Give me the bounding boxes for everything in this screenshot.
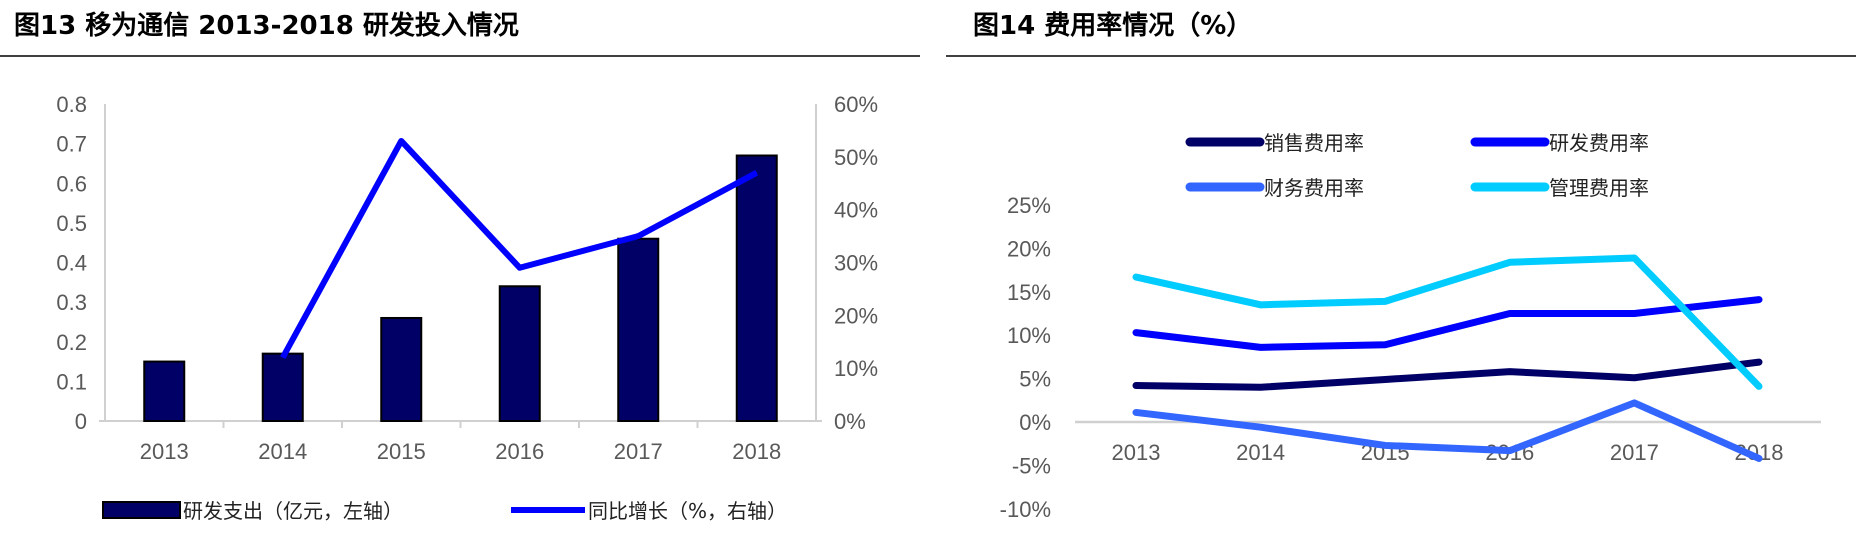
y-tick-label: 25% — [1007, 193, 1051, 218]
chart-title-right: 图14 费用率情况（%） — [973, 10, 1252, 41]
legend-label: 管理费用率 — [1549, 176, 1649, 200]
x-tick-label: 2014 — [1236, 440, 1285, 465]
left-y-tick-label: 0.6 — [56, 171, 87, 196]
legend-label-bar: 研发支出（亿元，左轴） — [183, 499, 403, 523]
right-y-tick-label: 50% — [834, 145, 878, 170]
right-y-tick-label: 30% — [834, 251, 878, 276]
x-tick-label: 2013 — [1112, 440, 1161, 465]
bar — [498, 285, 541, 422]
left-y-tick-label: 0.3 — [56, 290, 87, 315]
legend-label: 财务费用率 — [1264, 176, 1364, 200]
x-tick-label: 2018 — [732, 439, 781, 464]
legend-label-line: 同比增长（%，右轴） — [588, 499, 787, 523]
bar — [261, 352, 304, 423]
series-line — [1132, 358, 1763, 391]
y-tick-label: -10% — [1000, 497, 1051, 522]
bar — [735, 154, 778, 422]
series-line — [1132, 296, 1763, 351]
series-line — [1132, 399, 1763, 462]
y-tick-label: 15% — [1007, 280, 1051, 305]
rd-chart: 0 0.1 0.2 0.3 0.4 0.5 0.6 0.7 0.8 0% 10% 20% 30% 40% 5… — [56, 92, 878, 523]
y-tick-label: 0% — [1019, 410, 1051, 435]
x-tick-label: 2014 — [258, 439, 307, 464]
right-y-tick-label: 20% — [834, 303, 878, 328]
right-y-tick-label: 60% — [834, 92, 878, 117]
left-y-tick-label: 0.4 — [56, 251, 87, 276]
expense-ratio-chart: -10%-5%0%5%10%15%20%25%2013 2014 2015 2016 2… — [1000, 131, 1821, 522]
series-line — [1132, 254, 1763, 390]
left-y-tick-label: 0.2 — [56, 330, 87, 355]
y-tick-label: 10% — [1007, 323, 1051, 348]
x-tick-label: 2017 — [1610, 440, 1659, 465]
right-y-tick-label: 40% — [834, 198, 878, 223]
x-tick-label: 2016 — [495, 439, 544, 464]
left-y-tick-label: 0.7 — [56, 132, 87, 157]
x-tick-label: 2017 — [614, 439, 663, 464]
bar — [617, 237, 660, 422]
left-y-tick-label: 0.8 — [56, 92, 87, 117]
x-tick-label: 2015 — [377, 439, 426, 464]
chart-title-left: 图13 移为通信 2013-2018 研发投入情况 — [14, 10, 519, 41]
right-y-tick-label: 0% — [834, 409, 866, 434]
left-y-tick-label: 0.1 — [56, 369, 87, 394]
legend-swatch-bar — [102, 501, 181, 519]
bar — [143, 360, 186, 422]
x-tick-label: 2013 — [140, 439, 189, 464]
bar — [380, 316, 423, 423]
legend-label: 研发费用率 — [1549, 131, 1649, 155]
legend-label: 销售费用率 — [1264, 131, 1364, 155]
left-y-tick-label: 0 — [75, 409, 87, 434]
right-y-tick-label: 10% — [834, 356, 878, 381]
y-tick-label: 5% — [1019, 367, 1051, 392]
y-tick-label: 20% — [1007, 236, 1051, 261]
left-y-tick-label: 0.5 — [56, 211, 87, 236]
y-tick-label: -5% — [1012, 453, 1051, 478]
growth-line — [280, 137, 759, 360]
